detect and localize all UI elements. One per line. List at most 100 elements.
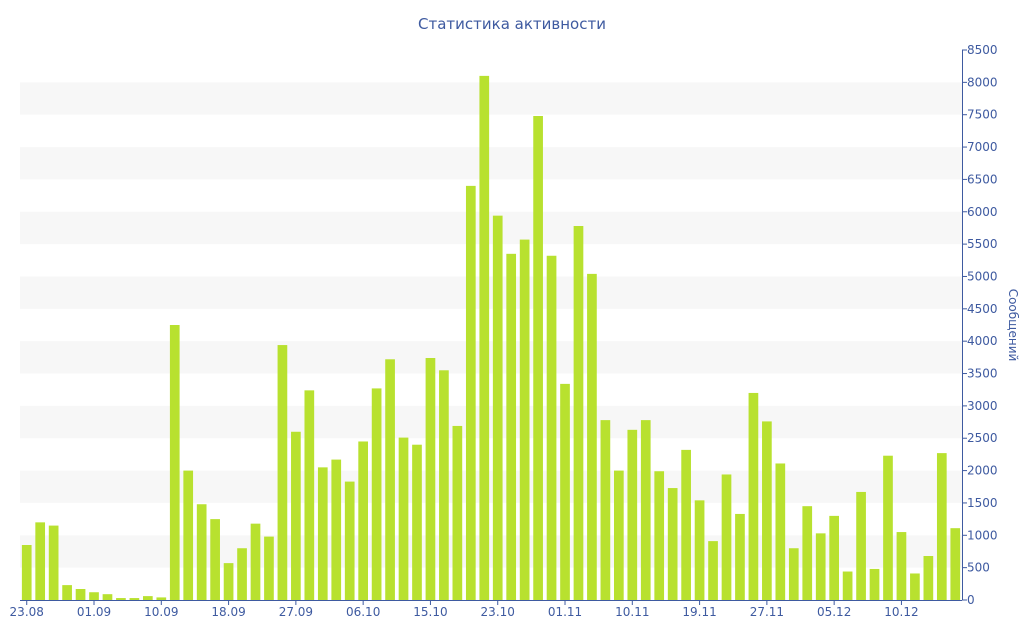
bar — [304, 390, 315, 600]
x-tick-label: 10.11 — [615, 605, 649, 619]
bar — [412, 444, 422, 600]
x-tick-label: 23.10 — [481, 605, 515, 619]
bar — [196, 504, 207, 600]
bar — [169, 325, 180, 600]
y-tick-label: 6000 — [967, 205, 998, 219]
bar — [842, 571, 853, 600]
bar — [344, 481, 355, 600]
y-tick-label: 0 — [967, 593, 975, 607]
grid-band — [20, 341, 962, 374]
bar — [627, 429, 638, 600]
bar — [129, 598, 140, 600]
y-tick-label: 3500 — [967, 367, 998, 381]
x-tick-label: 23.08 — [10, 605, 44, 619]
bar — [506, 253, 517, 600]
y-tick-label: 1000 — [967, 528, 998, 542]
bar — [210, 519, 220, 600]
y-tick-label: 5500 — [967, 237, 998, 251]
grid-band — [20, 211, 962, 245]
bar — [358, 441, 368, 600]
bar — [62, 585, 72, 600]
bar — [788, 548, 799, 600]
bar — [748, 392, 759, 600]
y-tick-label: 6500 — [967, 172, 998, 186]
bar — [143, 596, 153, 600]
y-tick-label: 8000 — [967, 75, 998, 89]
y-tick-label: 7000 — [967, 140, 998, 154]
x-tick-label: 01.11 — [548, 605, 582, 619]
bar — [829, 515, 839, 600]
y-tick-label: 5000 — [967, 269, 998, 283]
y-tick-label: 2500 — [967, 431, 998, 445]
x-tick-label: 27.09 — [279, 605, 313, 619]
bar — [439, 370, 449, 600]
bar — [317, 467, 328, 600]
bar — [923, 556, 934, 600]
bar — [48, 525, 59, 600]
x-axis-ticks: 23.08 01.09 10.09 18.09 27.09 06.10 15.10 23.10… — [10, 600, 919, 619]
x-tick-label: 01.09 — [77, 605, 111, 619]
bar — [156, 597, 167, 600]
x-tick-label: 18.09 — [211, 605, 245, 619]
grid-band — [20, 405, 962, 439]
y-tick-label: 7500 — [967, 108, 998, 122]
bar — [910, 573, 920, 600]
x-tick-label: 27.11 — [750, 605, 784, 619]
bar — [573, 226, 584, 600]
bar — [21, 545, 32, 600]
grid-band — [20, 147, 962, 180]
bar — [533, 116, 543, 600]
bar — [721, 474, 732, 600]
bar — [291, 431, 301, 600]
bar — [640, 420, 651, 600]
y-tick-label: 4500 — [967, 302, 998, 316]
bar — [883, 455, 893, 600]
y-tick-label: 2000 — [967, 464, 998, 478]
y-tick-label: 4000 — [967, 334, 998, 348]
bar — [479, 75, 490, 600]
grid-bands — [20, 82, 962, 568]
grid-band — [20, 276, 962, 309]
bar — [223, 563, 234, 600]
x-tick-label: 05.12 — [817, 605, 851, 619]
bar — [600, 420, 611, 600]
x-tick-label: 15.10 — [413, 605, 447, 619]
bar — [815, 533, 826, 600]
y-tick-label: 8500 — [967, 43, 998, 57]
bar — [425, 358, 436, 600]
y-tick-label: 3000 — [967, 399, 998, 413]
bar — [694, 500, 705, 600]
bar — [75, 589, 86, 600]
y-axis-ticks: 0 500 1000 1500 2000 2500 3000 3500 4000 4500 5000… — [962, 43, 998, 607]
axes — [20, 50, 963, 601]
bar — [762, 421, 772, 600]
bar — [102, 594, 113, 600]
bar — [587, 273, 597, 600]
bar — [250, 523, 261, 600]
bar-series — [21, 75, 961, 600]
bar — [331, 459, 342, 600]
x-tick-label: 10.12 — [884, 605, 918, 619]
bar — [681, 449, 691, 600]
bar — [519, 239, 530, 600]
x-tick-label: 10.09 — [144, 605, 178, 619]
bar — [492, 215, 503, 600]
bar — [560, 383, 570, 600]
bar — [708, 541, 718, 600]
bar — [371, 388, 382, 600]
grid-band — [20, 470, 962, 503]
bar — [452, 425, 463, 600]
bar — [802, 506, 813, 600]
bar — [385, 359, 395, 600]
grid-band — [20, 82, 962, 115]
y-axis-title: Сообщений — [1006, 289, 1020, 362]
bar — [35, 522, 46, 600]
y-tick-label: 1500 — [967, 496, 998, 510]
chart-title: Статистика активности — [418, 15, 606, 33]
x-tick-label: 06.10 — [346, 605, 380, 619]
bar — [950, 528, 961, 600]
bar — [856, 491, 866, 600]
bar — [896, 532, 907, 600]
bar — [775, 463, 786, 600]
